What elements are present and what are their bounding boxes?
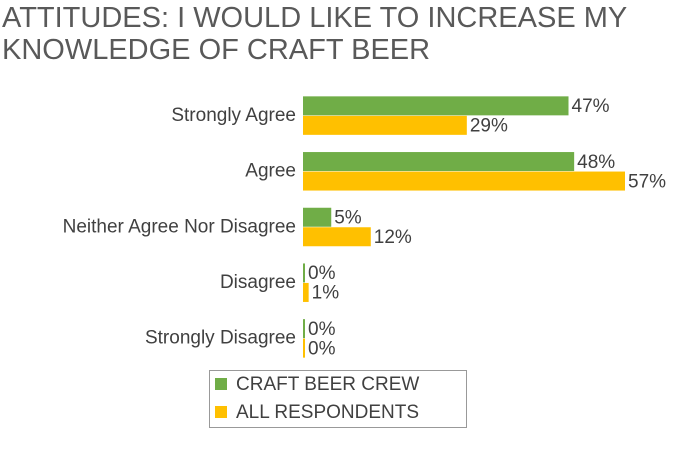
legend-swatch: [215, 406, 227, 418]
bar: [303, 115, 467, 135]
category-label: Disagree: [220, 272, 296, 293]
value-label: 12%: [374, 227, 412, 248]
bar: [303, 207, 332, 227]
category-label: Strongly Agree: [171, 105, 296, 126]
bar: [303, 263, 305, 283]
chart-title: ATTITUDES: I WOULD LIKE TO INCREASE MY K…: [2, 2, 627, 66]
bar: [303, 171, 625, 191]
legend-box: [209, 370, 467, 428]
value-label: 48%: [577, 152, 615, 173]
bar: [303, 338, 305, 358]
bar: [303, 227, 371, 247]
value-label: 47%: [572, 96, 610, 117]
value-label: 29%: [470, 116, 508, 137]
value-label: 1%: [312, 283, 340, 304]
bar: [303, 319, 305, 339]
category-label: Agree: [245, 161, 296, 182]
bar: [303, 152, 575, 172]
legend-swatch: [215, 378, 227, 390]
value-label: 57%: [628, 171, 666, 192]
value-label: 5%: [334, 208, 362, 229]
bar: [303, 282, 309, 302]
value-label: 0%: [308, 338, 336, 359]
legend-label: ALL RESPONDENTS: [236, 402, 419, 423]
category-label: Strongly Disagree: [145, 328, 296, 349]
value-label: 0%: [308, 263, 336, 284]
category-label: Neither Agree Nor Disagree: [63, 216, 296, 237]
legend-label: CRAFT BEER CREW: [236, 374, 419, 395]
value-label: 0%: [308, 319, 336, 340]
bar: [303, 96, 569, 116]
